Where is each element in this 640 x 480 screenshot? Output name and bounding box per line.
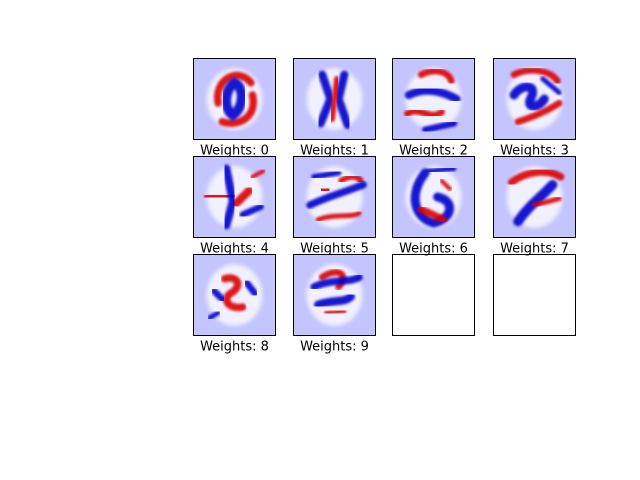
positive-weight-stroke xyxy=(417,205,447,224)
positive-weight-stroke xyxy=(338,174,364,184)
positive-weight-stroke xyxy=(214,71,255,107)
weight-panel: Weights: 0 xyxy=(193,58,276,159)
weight-panel: Weights: 3 xyxy=(493,58,576,159)
negative-weight-stroke xyxy=(540,76,562,95)
negative-weight-stroke xyxy=(239,203,264,219)
weight-panel: Weights: 7 xyxy=(493,156,576,257)
panel-title: Weights: 0 xyxy=(200,144,269,159)
positive-weight-stroke xyxy=(221,274,247,312)
negative-weight-stroke xyxy=(422,120,458,134)
positive-weight-stroke xyxy=(218,91,257,127)
weight-heatmap xyxy=(193,254,276,336)
weight-panel xyxy=(493,254,576,336)
weight-heatmap xyxy=(493,58,576,140)
negative-weight-stroke xyxy=(207,310,221,321)
weight-heatmap xyxy=(392,58,475,140)
negative-weight-stroke xyxy=(311,169,342,180)
negative-weight-stroke xyxy=(404,86,461,104)
weight-panel xyxy=(392,254,475,336)
panel-frame xyxy=(293,156,376,238)
negative-weight-stroke xyxy=(509,82,549,111)
positive-weight-stroke xyxy=(532,196,562,208)
weight-heatmap xyxy=(293,58,376,140)
negative-weight-stroke xyxy=(243,279,259,297)
weight-panel: Weights: 5 xyxy=(293,156,376,257)
weight-heatmap xyxy=(293,254,376,336)
panel-frame xyxy=(193,58,276,140)
positive-weight-stroke xyxy=(404,108,445,119)
panel-title: Weights: 7 xyxy=(500,242,569,257)
negative-weight-stroke xyxy=(222,164,238,230)
weight-heatmap xyxy=(193,156,276,238)
weight-panel: Weights: 2 xyxy=(392,58,475,159)
positive-weight-stroke xyxy=(315,210,362,223)
positive-weight-stroke xyxy=(514,99,563,125)
panel-title: Weights: 5 xyxy=(300,242,369,257)
weight-panel: Weights: 1 xyxy=(293,58,376,159)
panel-title: Weights: 1 xyxy=(300,144,369,159)
weight-heatmap xyxy=(293,156,376,238)
panel-title: Weights: 9 xyxy=(300,340,369,355)
positive-weight-stroke xyxy=(507,168,565,187)
weight-heatmap xyxy=(493,156,576,238)
positive-weight-stroke xyxy=(232,186,254,208)
weight-panel: Weights: 6 xyxy=(392,156,475,257)
positive-weight-stroke xyxy=(250,169,266,179)
positive-weight-stroke xyxy=(324,309,347,315)
weight-heatmap xyxy=(392,156,475,238)
weight-panel: Weights: 8 xyxy=(193,254,276,355)
weight-panel: Weights: 4 xyxy=(193,156,276,257)
negative-weight-stroke xyxy=(306,181,367,209)
panel-frame xyxy=(193,254,276,336)
negative-weight-stroke xyxy=(513,179,558,227)
weight-panel: Weights: 9 xyxy=(293,254,376,355)
panel-frame xyxy=(293,254,376,336)
panel-title: Weights: 8 xyxy=(200,340,269,355)
negative-weight-stroke xyxy=(310,273,363,291)
panel-frame xyxy=(392,58,475,140)
panel-title: Weights: 2 xyxy=(399,144,468,159)
positive-weight-stroke xyxy=(439,178,452,191)
panel-frame xyxy=(493,156,576,238)
panel-frame xyxy=(293,58,376,140)
negative-weight-stroke xyxy=(426,166,457,174)
positive-weight-stroke xyxy=(329,75,340,123)
panel-frame xyxy=(193,156,276,238)
panel-frame xyxy=(493,58,576,140)
negative-weight-stroke xyxy=(314,292,355,309)
positive-weight-stroke xyxy=(317,184,333,196)
positive-weight-stroke xyxy=(417,67,455,85)
weight-heatmap xyxy=(193,58,276,140)
negative-weight-stroke xyxy=(410,168,454,228)
negative-weight-stroke xyxy=(210,287,226,303)
panel-title: Weights: 3 xyxy=(500,144,569,159)
negative-weight-stroke xyxy=(316,70,335,128)
positive-weight-stroke xyxy=(203,190,236,202)
panel-title: Weights: 4 xyxy=(200,242,269,257)
negative-weight-stroke xyxy=(221,77,247,122)
positive-weight-stroke xyxy=(510,67,561,85)
panel-frame xyxy=(392,156,475,238)
panel-grid: Weights: 0 Weights: 1 Weights: 2 Weights: 3… xyxy=(193,58,576,355)
panel-frame xyxy=(392,254,475,336)
panel-title: Weights: 6 xyxy=(399,242,468,257)
panel-frame xyxy=(493,254,576,336)
negative-weight-stroke xyxy=(334,70,352,129)
